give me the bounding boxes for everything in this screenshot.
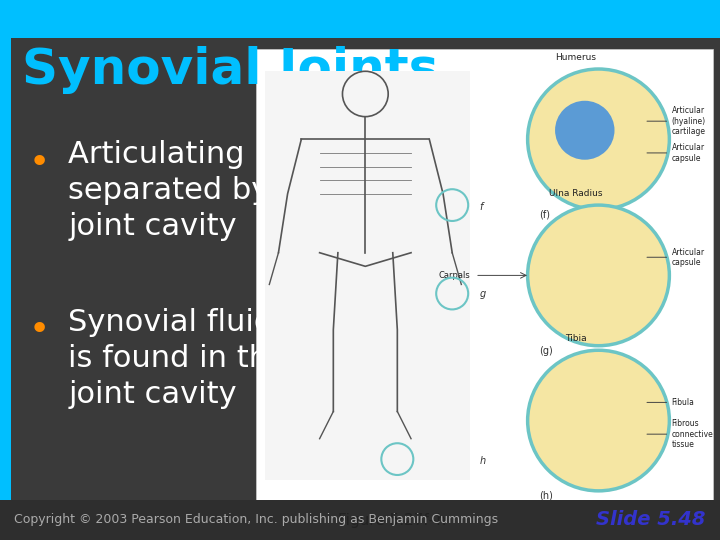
Text: Synovial Joints: Synovial Joints [22,46,438,94]
Text: (f): (f) [539,210,550,220]
Text: (g): (g) [539,346,553,356]
FancyBboxPatch shape [265,71,470,480]
Text: Synovial fluid
is found in the
joint cavity: Synovial fluid is found in the joint cav… [68,308,287,409]
FancyBboxPatch shape [0,38,11,540]
Text: Copyright © 2003 Pearson Education, Inc. publishing as Benjamin Cummings: Copyright © 2003 Pearson Education, Inc.… [14,513,498,526]
Text: Fibula: Fibula [672,398,695,407]
Text: h: h [480,456,486,467]
Text: Carpals: Carpals [438,271,470,280]
Text: Articular
capsule: Articular capsule [672,247,705,267]
Text: Articular
(hyaline)
cartilage: Articular (hyaline) cartilage [672,106,706,136]
Text: •: • [29,313,50,347]
Circle shape [528,350,670,491]
FancyBboxPatch shape [0,500,720,540]
Circle shape [555,101,614,160]
Text: (h): (h) [539,491,553,501]
Text: Slide 5.48: Slide 5.48 [596,510,706,529]
Circle shape [528,205,670,346]
FancyBboxPatch shape [0,0,720,38]
Text: Figure 5.27f–h: Figure 5.27f–h [338,513,446,528]
Text: •: • [29,146,50,180]
Text: Humerus: Humerus [555,53,596,62]
Circle shape [528,69,670,210]
Text: Fibrous
connective
tissue: Fibrous connective tissue [672,419,714,449]
FancyBboxPatch shape [256,49,713,502]
Text: g: g [480,288,486,299]
Text: f: f [480,202,483,212]
Text: Tibia: Tibia [564,334,587,343]
Text: Ulna Radius: Ulna Radius [549,190,603,198]
Text: Articulating bones are
separated by a
joint cavity: Articulating bones are separated by a jo… [68,140,406,241]
Text: Articular
capsule: Articular capsule [672,143,705,163]
